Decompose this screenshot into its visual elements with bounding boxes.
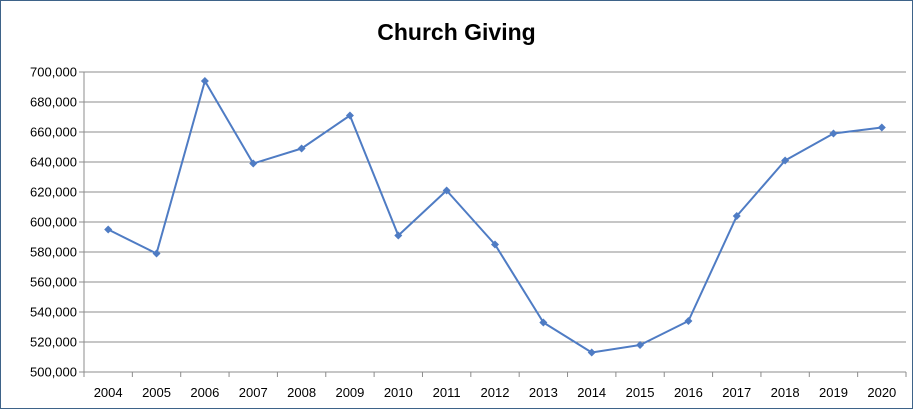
- x-tick-label: 2016: [674, 385, 703, 400]
- y-tick-label: 520,000: [30, 335, 77, 350]
- data-point-marker: [152, 249, 161, 258]
- x-tick-labels: 2004 2005 2006 2007 2008 2009 2010 2011 2012 2013…: [94, 385, 897, 400]
- x-tick-label: 2005: [142, 385, 171, 400]
- x-tick-label: 2011: [433, 385, 461, 400]
- data-point-marker: [781, 156, 790, 165]
- data-point-marker: [684, 317, 693, 325]
- data-point-marker: [732, 212, 741, 220]
- x-tick-label: 2013: [529, 385, 558, 400]
- axes: [79, 71, 907, 377]
- x-tick-label: 2009: [335, 385, 364, 400]
- y-tick-label: 560,000: [30, 275, 77, 290]
- y-tick-label: 600,000: [30, 215, 77, 230]
- data-point-marker: [200, 77, 209, 85]
- data-point-marker: [539, 318, 548, 327]
- data-point-marker: [104, 225, 113, 234]
- y-tick-label: 700,000: [30, 65, 77, 80]
- x-tick-label: 2019: [819, 385, 848, 400]
- y-tick-label: 500,000: [30, 365, 77, 380]
- data-point-marker: [491, 240, 499, 249]
- chart-title: Church Giving: [377, 19, 536, 45]
- data-point-marker: [636, 341, 645, 349]
- y-tick-label: 680,000: [30, 95, 77, 110]
- data-point-marker: [587, 348, 596, 357]
- y-tick-label: 660,000: [30, 125, 77, 140]
- data-point-marker: [249, 159, 258, 168]
- grid-lines: [84, 71, 906, 343]
- data-point-marker: [877, 123, 886, 132]
- data-point-marker: [394, 231, 403, 240]
- y-tick-labels: 500,000 520,000 540,000 560,000 580,000 600,0…: [30, 65, 77, 380]
- x-tick-label: 2007: [239, 385, 268, 400]
- data-point-marker: [297, 144, 306, 153]
- x-tick-label: 2015: [626, 385, 655, 400]
- y-tick-label: 540,000: [30, 305, 77, 320]
- data-point-marker: [345, 111, 354, 120]
- x-tick-label: 2020: [867, 385, 896, 400]
- x-tick-label: 2004: [94, 385, 123, 400]
- y-tick-label: 580,000: [30, 245, 77, 260]
- y-tick-label: 620,000: [30, 185, 77, 200]
- x-tick-label: 2008: [287, 385, 316, 400]
- x-tick-label: 2017: [722, 385, 751, 400]
- data-point-marker: [829, 129, 838, 138]
- x-tick-label: 2010: [384, 385, 413, 400]
- x-tick-label: 2014: [577, 385, 606, 400]
- x-tick-label: 2012: [481, 385, 510, 400]
- series: [104, 77, 886, 357]
- x-tick-label: 2018: [771, 385, 800, 400]
- y-tick-label: 640,000: [30, 155, 77, 170]
- data-point-marker: [442, 186, 451, 195]
- x-tick-label: 2006: [190, 385, 219, 400]
